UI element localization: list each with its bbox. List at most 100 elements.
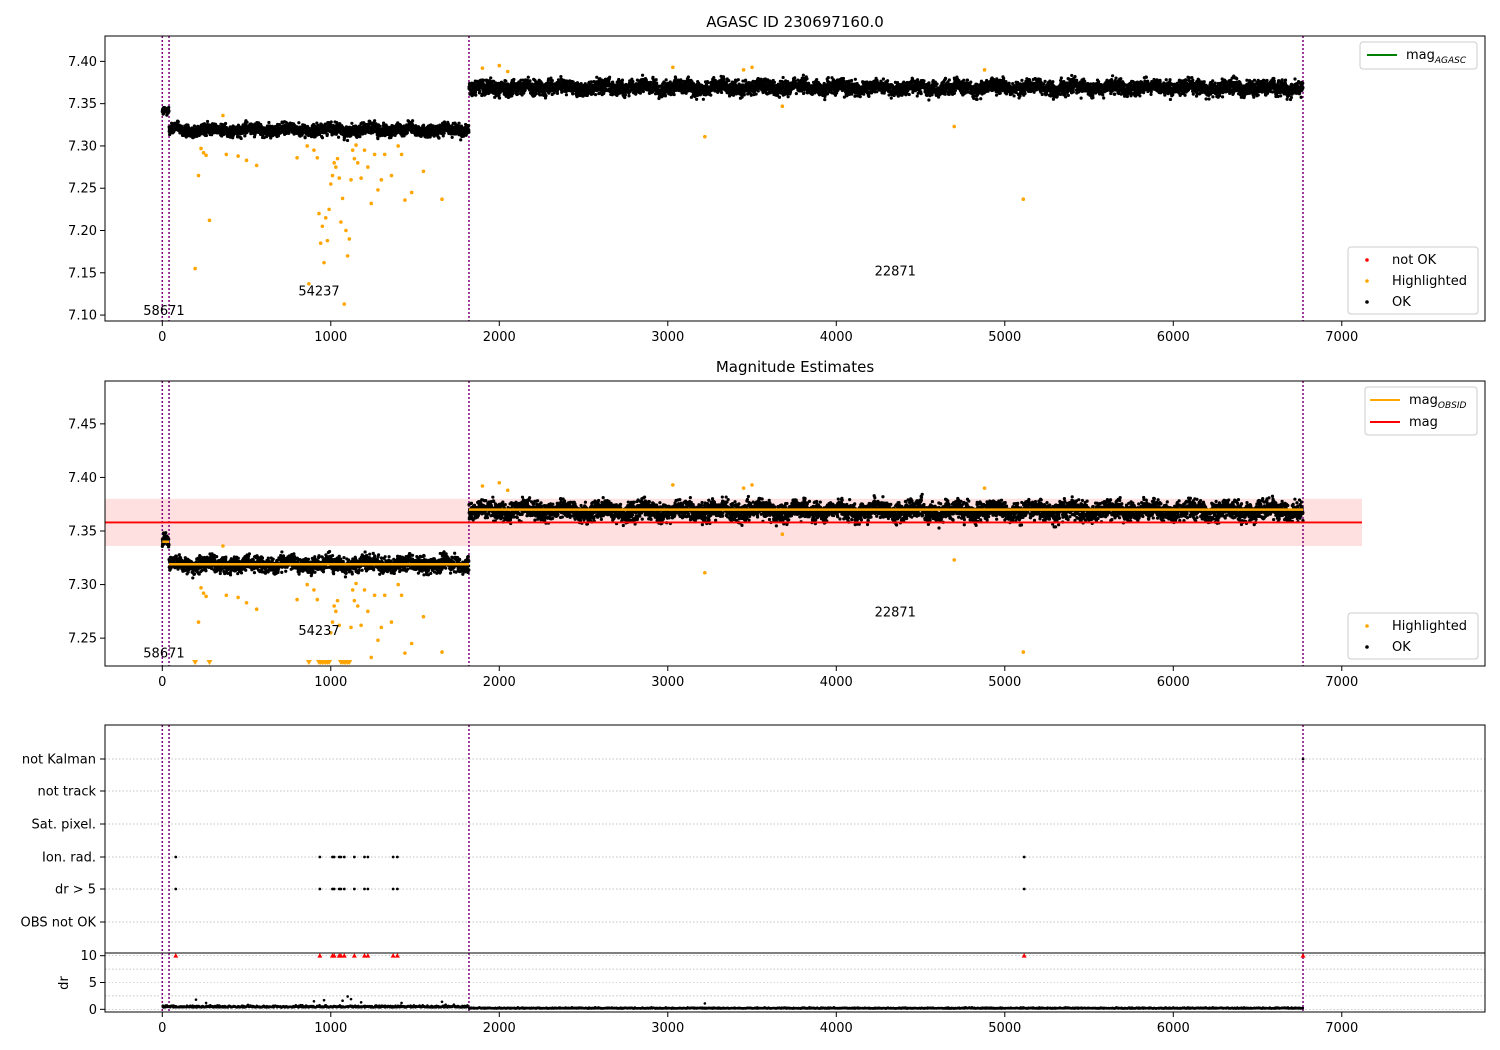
p1-ok-point	[450, 135, 454, 139]
p1-ok-point	[303, 136, 307, 140]
p1-ok-point	[695, 97, 699, 101]
p1-ok-point	[706, 81, 710, 85]
p1-ok-point	[223, 121, 228, 126]
p1-ok-point	[550, 78, 554, 83]
p1-ok-point	[161, 112, 166, 116]
p1-ok-point	[270, 124, 274, 129]
p1-ok-point	[640, 73, 645, 77]
p1-ok-point	[498, 96, 502, 100]
p1-ok-point	[186, 123, 190, 127]
p1-ok-point	[589, 80, 593, 84]
p1-ok-point	[243, 134, 247, 138]
p1-ok-point	[641, 89, 646, 94]
p1-ok-point	[192, 124, 197, 128]
p1-ok-point	[489, 76, 493, 80]
p1-ok-point	[638, 91, 642, 95]
p1-ok-point	[405, 131, 409, 135]
p1-ok-point	[686, 75, 690, 79]
p1-ok-point	[512, 77, 516, 82]
p1-ok-point	[410, 119, 415, 123]
p1-ok-point	[571, 92, 575, 96]
p1-ok-point	[544, 94, 548, 98]
p1-ok-point	[781, 75, 785, 80]
p1-ok-point	[672, 92, 676, 97]
p1-ok-point	[329, 120, 333, 124]
p1-ok-point	[467, 123, 471, 128]
p1-ok-point	[720, 90, 724, 95]
p1-ok-point	[564, 93, 569, 97]
p1-ok-point	[204, 133, 209, 138]
p1-ok-point	[179, 124, 184, 128]
p1-ok-point	[555, 91, 560, 95]
p1-ok-point	[654, 78, 658, 82]
p1-ok-point	[325, 132, 329, 136]
p1-ok-point	[441, 134, 445, 138]
p1-ok-point	[358, 135, 362, 139]
p1-ok-point	[528, 79, 532, 83]
p1-ok-point	[826, 76, 830, 80]
p1-ok-point	[664, 78, 668, 82]
p1-ok-point	[701, 97, 705, 101]
p1-ok-point	[167, 105, 171, 110]
p1-ok-point	[655, 81, 659, 85]
p1-ok-point	[793, 76, 797, 80]
p1-ok-point	[378, 124, 382, 128]
p1-ok-point	[608, 75, 612, 79]
p1-ok-point	[802, 91, 806, 95]
p1-ok-point	[849, 78, 854, 83]
p1-ok-point	[482, 78, 486, 82]
p1-ok-point	[276, 134, 280, 138]
p1-ok-point	[841, 76, 846, 81]
p1-ok-point	[786, 95, 790, 99]
p1-ok-point	[631, 79, 635, 84]
p1-ok-point	[592, 89, 596, 93]
p1-ok-point	[722, 77, 726, 81]
p1-ok-point	[187, 125, 191, 130]
p1-ok-point	[736, 78, 740, 82]
p1-ok-point	[478, 89, 482, 93]
panel-agasc-title: AGASC ID 230697160.0	[706, 13, 884, 31]
p1-ok-point	[167, 109, 171, 113]
p1-ok-point	[756, 89, 760, 93]
p1-ok-point	[184, 135, 188, 139]
p1-ok-point	[176, 120, 180, 124]
p1-ok-point	[205, 119, 210, 124]
p1-ok-point	[712, 75, 716, 80]
p1-ok-point	[815, 78, 819, 82]
p1-ok-point	[267, 120, 271, 125]
p1-ok-point	[801, 73, 805, 77]
p1-ok-point	[474, 93, 478, 97]
p1-ok-point	[623, 93, 628, 97]
p1-ok-point	[239, 136, 243, 141]
p1-ok-point	[245, 120, 249, 124]
p1-ok-point	[754, 92, 758, 96]
p1-ok-point	[742, 93, 746, 97]
p1-ok-point	[794, 91, 798, 96]
p1-ok-point	[526, 75, 530, 79]
p1-ok-point	[743, 78, 748, 82]
panel-agasc: AGASC ID 230697160.0 0 1000 2000 3000 4000 50…	[68, 13, 1486, 345]
p1-ok-point	[345, 138, 350, 143]
p1-ok-point	[437, 136, 441, 140]
p1-ok-point	[593, 93, 598, 97]
p1-ok-point	[674, 76, 678, 80]
p1-ok-point	[853, 77, 857, 81]
p1-ok-point	[627, 94, 631, 98]
p1-ok-point	[772, 80, 777, 84]
p1-ok-point	[559, 74, 563, 79]
p1-ok-point	[663, 94, 668, 98]
p1-ok-point	[376, 137, 380, 141]
p1-ok-point	[805, 77, 809, 81]
p1-ok-point	[858, 95, 862, 99]
p1-ok-point	[727, 78, 731, 83]
p1-ok-point	[273, 124, 277, 129]
p1-ok-point	[777, 95, 782, 99]
p1-ok-point	[373, 119, 377, 123]
p1-ok-point	[320, 136, 325, 140]
p1-ok-point	[467, 130, 471, 134]
p1-ok-point	[457, 121, 461, 125]
p1-ok-point	[350, 121, 354, 125]
p1-ok-point	[709, 93, 713, 97]
p1-ok-point	[749, 92, 753, 97]
